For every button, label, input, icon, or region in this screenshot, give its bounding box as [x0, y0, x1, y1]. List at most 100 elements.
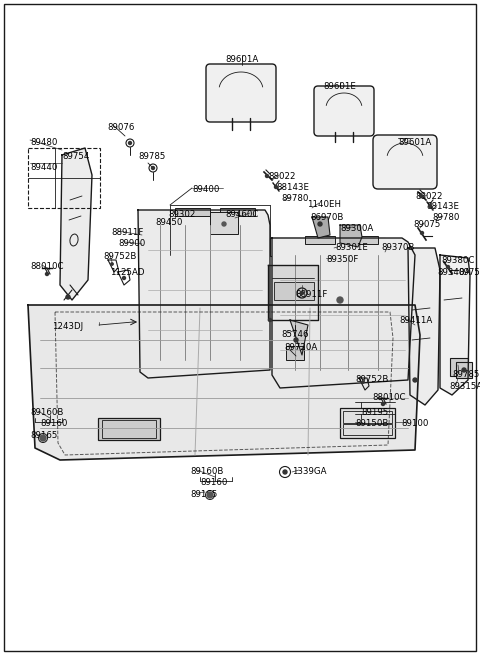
Polygon shape [268, 265, 318, 320]
Text: 89160: 89160 [200, 478, 228, 487]
Text: 89370B: 89370B [381, 243, 414, 252]
FancyBboxPatch shape [206, 64, 276, 122]
Text: 1243DJ: 1243DJ [52, 322, 83, 331]
Bar [286, 346, 304, 360]
Bar [210, 212, 238, 234]
Text: 88022: 88022 [415, 192, 443, 201]
Text: 1125AD: 1125AD [110, 268, 144, 277]
Text: 88022: 88022 [268, 172, 296, 181]
Bar [270, 238, 385, 256]
Circle shape [129, 141, 132, 145]
Bar [220, 208, 255, 216]
Text: 89450: 89450 [155, 218, 182, 227]
Text: 89752B: 89752B [103, 252, 136, 261]
Text: 88143E: 88143E [426, 202, 459, 211]
Circle shape [382, 403, 384, 405]
Circle shape [294, 338, 298, 342]
Bar [456, 362, 472, 378]
Polygon shape [290, 320, 308, 355]
Circle shape [66, 295, 70, 299]
FancyBboxPatch shape [314, 86, 374, 136]
Text: 89315A: 89315A [449, 382, 480, 391]
Text: 89440: 89440 [30, 163, 58, 172]
Bar [274, 282, 314, 300]
Text: 89720A: 89720A [284, 343, 317, 352]
Polygon shape [312, 217, 330, 238]
FancyBboxPatch shape [373, 135, 437, 189]
Text: 89380C: 89380C [441, 256, 474, 265]
Text: 89780: 89780 [281, 194, 308, 203]
Text: 89460C: 89460C [225, 210, 258, 219]
Text: 1339GA: 1339GA [292, 467, 326, 476]
Circle shape [152, 166, 155, 170]
Circle shape [222, 222, 226, 226]
Text: 89301E: 89301E [335, 243, 368, 252]
Bar [343, 411, 392, 423]
Text: 88010C: 88010C [372, 393, 406, 402]
Text: 89601A: 89601A [226, 55, 259, 64]
Circle shape [429, 204, 432, 208]
Text: 89601E: 89601E [324, 82, 357, 91]
Bar [98, 418, 160, 440]
Text: 89900: 89900 [118, 239, 145, 248]
Circle shape [362, 381, 364, 383]
Text: 86970B: 86970B [310, 213, 343, 222]
Text: 89300A: 89300A [340, 224, 373, 233]
Text: 89754: 89754 [62, 152, 89, 161]
Text: 85746: 85746 [281, 330, 309, 339]
Text: 88911F: 88911F [111, 228, 144, 237]
Text: 89075: 89075 [413, 220, 440, 229]
Text: 89480: 89480 [30, 138, 58, 147]
Bar [348, 236, 378, 244]
Circle shape [318, 222, 322, 226]
Bar [102, 420, 156, 438]
Bar [450, 358, 468, 376]
Polygon shape [408, 248, 440, 405]
Bar [305, 236, 335, 244]
Circle shape [46, 272, 48, 276]
Text: 89100: 89100 [401, 419, 428, 428]
Text: 89340A: 89340A [437, 268, 470, 277]
Text: 89753: 89753 [458, 268, 480, 277]
Circle shape [337, 297, 343, 303]
Text: 88010C: 88010C [30, 262, 63, 271]
Text: 89160B: 89160B [190, 467, 223, 476]
Circle shape [283, 470, 287, 474]
Circle shape [446, 265, 449, 269]
Polygon shape [272, 238, 415, 388]
Text: 89165: 89165 [190, 490, 217, 499]
Text: 89785: 89785 [452, 370, 480, 379]
Circle shape [207, 492, 213, 498]
Bar [340, 408, 395, 438]
Bar [278, 242, 308, 252]
Circle shape [268, 318, 272, 322]
Circle shape [420, 195, 422, 198]
Circle shape [275, 185, 277, 189]
Text: 89160: 89160 [40, 419, 67, 428]
Text: 89195: 89195 [361, 408, 388, 417]
Polygon shape [138, 210, 270, 378]
Circle shape [265, 174, 268, 178]
Text: 89752B: 89752B [355, 375, 388, 384]
Text: 89076: 89076 [107, 123, 134, 132]
Polygon shape [28, 305, 420, 460]
Bar [343, 424, 392, 435]
Text: 88143E: 88143E [276, 183, 309, 192]
Text: 1140EH: 1140EH [307, 200, 341, 209]
Circle shape [420, 231, 423, 234]
Bar [175, 208, 210, 216]
Text: 89160B: 89160B [30, 408, 63, 417]
Text: 89785: 89785 [138, 152, 166, 161]
Text: 89780: 89780 [432, 213, 459, 222]
Circle shape [122, 276, 125, 280]
Circle shape [40, 435, 46, 441]
Text: 89165: 89165 [30, 431, 58, 440]
Circle shape [300, 291, 303, 295]
Text: 88911F: 88911F [295, 290, 327, 299]
Polygon shape [60, 148, 92, 300]
Circle shape [111, 263, 113, 265]
Circle shape [462, 368, 466, 372]
Polygon shape [440, 255, 470, 395]
Text: 89400: 89400 [192, 185, 219, 194]
Circle shape [413, 378, 417, 382]
